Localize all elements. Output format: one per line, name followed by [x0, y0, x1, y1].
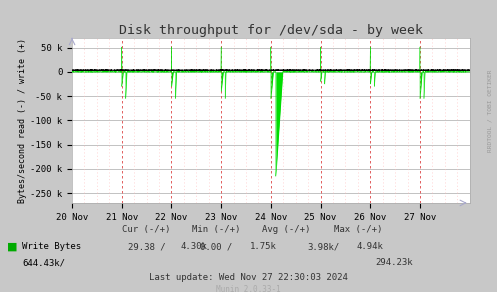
Text: 4.30k: 4.30k — [180, 242, 207, 251]
Text: Avg (-/+): Avg (-/+) — [261, 225, 310, 234]
Text: Min (-/+): Min (-/+) — [192, 225, 241, 234]
Text: Cur (-/+): Cur (-/+) — [122, 225, 171, 234]
Title: Disk throughput for /dev/sda - by week: Disk throughput for /dev/sda - by week — [119, 24, 423, 37]
Text: 3.98k/: 3.98k/ — [307, 242, 339, 251]
Text: 29.38 /: 29.38 / — [128, 242, 166, 251]
Text: Last update: Wed Nov 27 22:30:03 2024: Last update: Wed Nov 27 22:30:03 2024 — [149, 273, 348, 282]
Text: ■: ■ — [7, 242, 18, 252]
Text: Write Bytes: Write Bytes — [22, 242, 82, 251]
Text: 0.00 /: 0.00 / — [200, 242, 232, 251]
Y-axis label: Bytes/second read (-) / write (+): Bytes/second read (-) / write (+) — [18, 38, 27, 203]
Text: 1.75k: 1.75k — [250, 242, 277, 251]
Text: Max (-/+): Max (-/+) — [333, 225, 382, 234]
Text: 644.43k/: 644.43k/ — [22, 258, 66, 267]
Text: RRDTOOL / TOBI OETIKER: RRDTOOL / TOBI OETIKER — [487, 70, 492, 152]
Text: 4.94k: 4.94k — [357, 242, 384, 251]
Text: Munin 2.0.33-1: Munin 2.0.33-1 — [216, 285, 281, 292]
Text: 294.23k: 294.23k — [375, 258, 413, 267]
